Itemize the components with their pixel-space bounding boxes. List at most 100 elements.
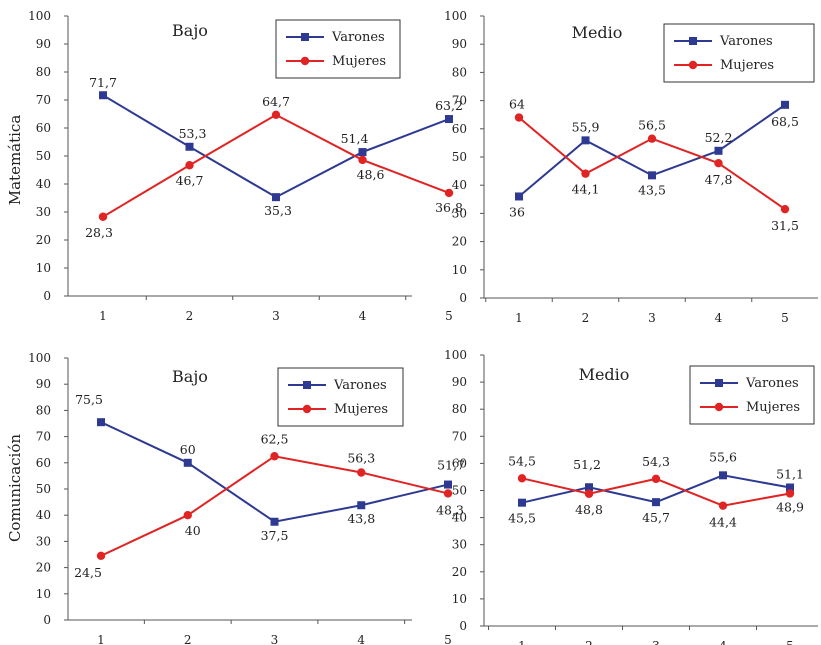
- legend-box: [275, 19, 401, 79]
- x-tick-label: 5: [786, 639, 794, 645]
- chart-title: Bajo: [172, 367, 208, 386]
- data-point-marker: [584, 489, 594, 498]
- y-tick-label: 40: [452, 511, 467, 525]
- data-label: 55,6: [709, 449, 737, 464]
- x-tick-label: 3: [272, 309, 280, 323]
- data-label: 64,7: [262, 94, 290, 109]
- row-label-comunicacion: Comunicación: [6, 434, 24, 542]
- legend: Varones Mujeres: [275, 19, 401, 79]
- y-tick-label: 10: [36, 261, 51, 275]
- data-label: 54,3: [642, 454, 670, 469]
- x-tick-label: 4: [359, 309, 367, 323]
- legend: Varones Mujeres: [663, 23, 815, 83]
- data-point-marker: [514, 113, 524, 122]
- legend: Varones Mujeres: [689, 365, 815, 425]
- chart-panel-4: 0 10 20 30 40 50 60 70 80 90 100 1 2 3 4 5 Medio 45,5 51,2…: [444, 348, 818, 645]
- data-label: 56,3: [347, 450, 375, 465]
- y-tick-label: 100: [444, 9, 467, 23]
- legend-swatch-marker: [715, 379, 723, 387]
- data-label: 55,9: [572, 119, 600, 134]
- y-tick-label: 50: [452, 484, 467, 498]
- y-tick-label: 70: [452, 429, 467, 443]
- data-label: 54,5: [508, 453, 536, 468]
- data-point-marker: [96, 551, 106, 561]
- y-tick-label: 40: [36, 177, 51, 191]
- data-label: 36: [509, 204, 525, 219]
- data-label: 75,5: [75, 392, 103, 407]
- data-point-marker: [515, 192, 523, 201]
- x-tick-label: 5: [445, 309, 453, 323]
- legend-label: Varones: [745, 376, 799, 391]
- data-point-marker: [581, 136, 590, 145]
- chart-panel-2: 0 10 20 30 40 50 60 70 80 90 100 1 2 3 4 5 Medio 36 55,9 43…: [444, 9, 818, 325]
- data-point-marker: [581, 169, 590, 178]
- data-point-marker: [781, 100, 789, 109]
- row-labels: Matemática Comunicación: [6, 115, 24, 542]
- data-label: 71,7: [89, 75, 117, 90]
- y-tick-label: 90: [452, 37, 467, 51]
- data-point-marker: [786, 483, 794, 492]
- data-point-marker: [358, 155, 367, 165]
- y-tick-label: 0: [459, 619, 467, 633]
- series-varones: 71,7 53,3 35,3 51,4 63,2: [89, 75, 463, 218]
- y-tick-label: 10: [452, 592, 467, 606]
- legend-swatch-marker: [302, 404, 312, 414]
- data-point-marker: [358, 148, 367, 157]
- data-label: 48,9: [776, 499, 804, 514]
- data-point-marker: [719, 471, 727, 480]
- x-tick-label: 2: [585, 639, 593, 645]
- chart-title: Medio: [572, 23, 623, 42]
- y-tick-label: 60: [452, 122, 467, 136]
- data-point-marker: [99, 91, 107, 100]
- y-tick-label: 0: [459, 291, 467, 305]
- chart-panel-1: 0 10 20 30 40 50 60 70 80 90 100 1 2 3 4 5 Bajo 71,7 53,3 3…: [28, 9, 463, 323]
- y-tick-label: 90: [452, 375, 467, 389]
- series-mujeres: 64 44,1 56,5 47,8 31,5: [509, 97, 799, 234]
- data-point-marker: [185, 142, 194, 151]
- series-line-varones: [102, 94, 450, 199]
- y-tick-label: 0: [43, 613, 51, 627]
- x-tick-label: 2: [184, 633, 192, 645]
- y-tick-label: 60: [36, 456, 51, 470]
- y-tick-label: 10: [36, 587, 51, 601]
- data-point-marker: [518, 498, 526, 507]
- y-tick-label: 20: [36, 561, 51, 575]
- y-tick-label: 50: [452, 150, 467, 164]
- data-point-marker: [517, 474, 527, 483]
- legend-swatch-marker: [689, 37, 697, 45]
- y-tick-label: 30: [36, 205, 51, 219]
- data-point-marker: [183, 511, 192, 520]
- data-point-marker: [714, 146, 723, 155]
- y-tick-label: 40: [452, 178, 467, 192]
- y-tick-label: 80: [36, 403, 51, 417]
- data-point-marker: [651, 474, 661, 484]
- data-label: 56,5: [638, 118, 666, 133]
- data-label: 48,6: [357, 167, 385, 182]
- data-point-marker: [445, 115, 453, 124]
- legend-label: Varones: [333, 378, 387, 393]
- y-tick-label: 0: [43, 289, 51, 303]
- data-label: 44,1: [572, 182, 600, 197]
- legend-label: Varones: [331, 30, 385, 45]
- y-tick-label: 100: [28, 351, 51, 365]
- y-tick-label: 60: [36, 121, 51, 135]
- y-tick-label: 80: [36, 65, 51, 79]
- data-point-marker: [714, 159, 723, 168]
- data-label: 45,5: [508, 511, 536, 526]
- data-label: 35,3: [264, 203, 292, 218]
- row-label-matematica: Matemática: [6, 115, 24, 206]
- chart-title: Medio: [579, 365, 630, 384]
- data-point-marker: [718, 501, 728, 510]
- series-line-mujeres: [102, 113, 450, 218]
- legend-box: [689, 365, 815, 425]
- y-tick-label: 70: [36, 430, 51, 444]
- y-tick-label: 20: [36, 233, 51, 247]
- data-label: 37,5: [261, 528, 289, 543]
- data-point-marker: [185, 161, 194, 170]
- series-mujeres: 54,5 48,8 54,3 44,4 48,9: [508, 453, 804, 529]
- data-point-marker: [357, 501, 366, 510]
- y-tick-label: 100: [444, 348, 467, 362]
- y-tick-label: 40: [36, 508, 51, 522]
